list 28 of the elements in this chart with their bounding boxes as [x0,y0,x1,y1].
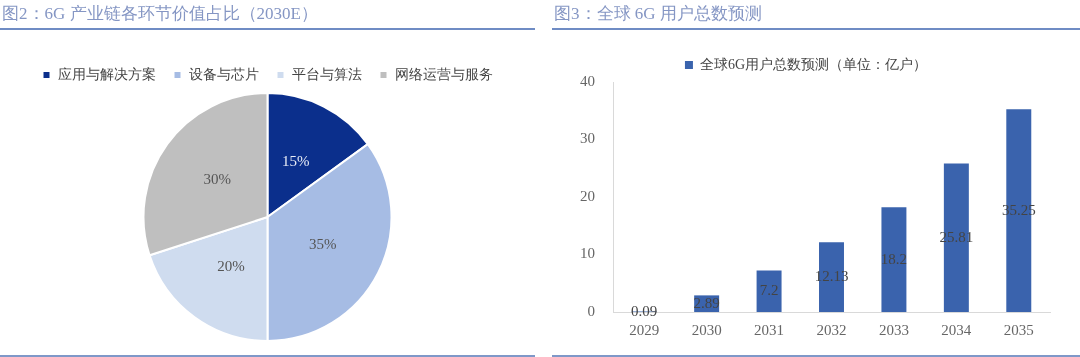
y-tick-label: 20 [580,187,595,204]
data-label: 2.89 [693,294,720,311]
legend-label: 平台与算法 [291,66,362,82]
data-label: 35% [308,236,337,253]
data-label: 20% [217,258,245,275]
bar [881,207,907,312]
y-tick-label: 30 [580,130,595,147]
x-tick-label: 2029 [629,321,660,338]
y-tick-label: 40 [580,72,595,89]
x-tick-label: 2030 [691,321,722,338]
legend-label: 设备与芯片 [188,66,259,82]
data-label: 30% [203,171,232,188]
data-label: 15% [281,152,310,169]
x-tick-label: 2032 [816,321,847,338]
y-tick-label: 10 [580,245,595,262]
data-label: 0.09 [631,302,658,319]
x-tick-label: 2034 [941,321,972,338]
y-tick-label: 0 [587,302,595,319]
bar [756,270,782,312]
x-tick-label: 2035 [1003,321,1034,338]
data-label: 7.2 [759,282,779,299]
chart-title: 图2：6G 产业链各环节价值占比（2030E） [0,0,535,30]
legend-label: 全球6G用户总数预测（单位：亿户） [699,56,928,72]
chart-title: 图3：全球 6G 用户总数预测 [552,0,1080,30]
x-tick-label: 2031 [754,321,785,338]
legend-label: 网络运营与服务 [394,66,493,82]
x-tick-label: 2033 [878,321,909,338]
legend-label: 应用与解决方案 [57,65,156,82]
